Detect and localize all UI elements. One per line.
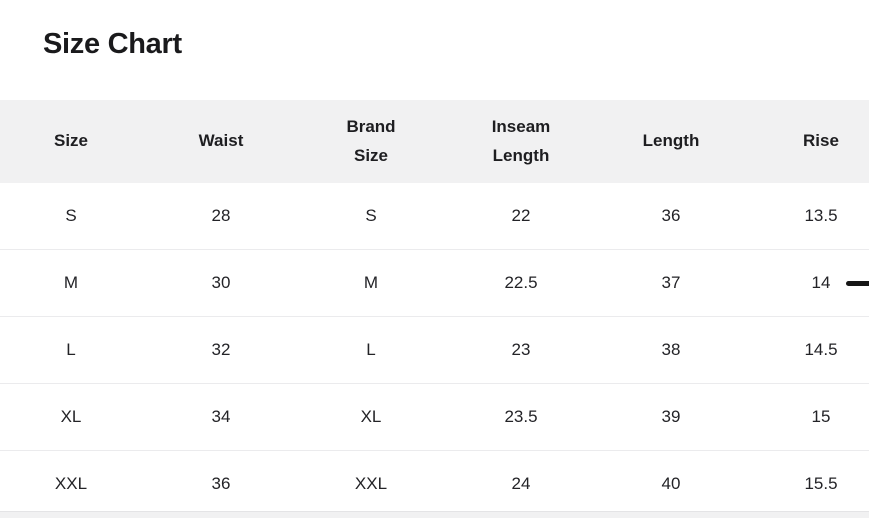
column-header-inseam-length: Inseam Length [446,113,596,170]
table-cell: L [66,340,76,359]
table-cell: XXL [354,474,388,493]
table-cell: 34 [211,407,231,426]
column-header-label: Size [53,131,89,151]
table-cell: 37 [661,273,681,292]
page-title: Size Chart [43,28,182,60]
table-cell: 32 [211,340,231,359]
dash-indicator [846,281,869,286]
table-cell: 15.5 [804,474,838,493]
table-cell: 14.5 [804,340,838,359]
table-cell: L [366,340,376,359]
table-cell: 30 [211,273,231,292]
size-chart-table-inner: Size Waist Brand Size Inseam Length Leng… [0,100,869,517]
column-header-label: Inseam Length [491,116,551,165]
size-chart-table: Size Waist Brand Size Inseam Length Leng… [0,100,869,517]
table-row-s: S 28 S 22 36 13.5 [0,183,869,250]
table-cell: 22.5 [504,273,538,292]
table-cell: S [65,206,77,225]
table-row-m: M 30 M 22.5 37 14 [0,250,869,317]
column-header-label: Rise [803,131,839,151]
bottom-edge-strip [0,511,869,518]
table-row-xxl: XXL 36 XXL 24 40 15.5 [0,451,869,517]
table-row-l: L 32 L 23 38 14.5 [0,317,869,384]
table-cell: 22 [511,206,531,225]
column-header-brand-size: Brand Size [296,113,446,170]
table-cell: 38 [661,340,681,359]
table-cell: 23.5 [504,407,538,426]
table-cell: 15 [811,407,831,426]
column-header-label: Brand Size [346,116,396,165]
table-cell: 36 [661,206,681,225]
table-cell: XL [360,407,382,426]
column-header-label: Length [642,131,700,151]
column-header-size: Size [0,127,146,156]
table-cell: M [63,273,79,292]
table-cell: S [365,206,377,225]
table-cell: 23 [511,340,531,359]
table-cell: M [363,273,379,292]
table-cell: 14 [811,273,831,292]
table-cell: XXL [54,474,88,493]
table-cell: 40 [661,474,681,493]
column-header-rise: Rise [746,127,869,156]
table-cell: 13.5 [804,206,838,225]
table-header-row: Size Waist Brand Size Inseam Length Leng… [0,100,869,183]
table-row-xl: XL 34 XL 23.5 39 15 [0,384,869,451]
column-header-waist: Waist [146,127,296,156]
column-header-label: Waist [198,131,244,151]
column-header-length: Length [596,127,746,156]
table-cell: 28 [211,206,231,225]
table-cell: XL [60,407,82,426]
table-cell: 36 [211,474,231,493]
table-cell: 39 [661,407,681,426]
table-cell: 24 [511,474,531,493]
